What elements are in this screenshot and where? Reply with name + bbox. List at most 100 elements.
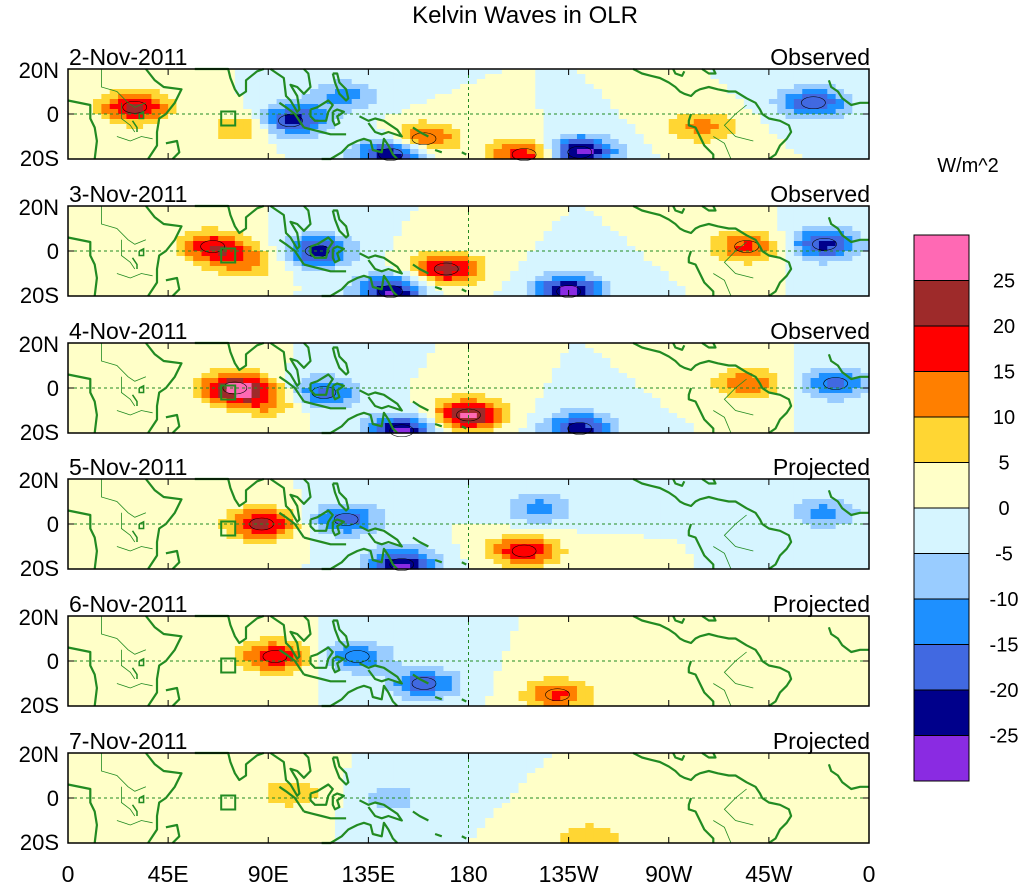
field-cell <box>852 99 862 105</box>
field-cell <box>251 79 261 85</box>
field-cell <box>276 109 286 115</box>
field-cell <box>635 154 645 160</box>
field-cell <box>560 139 570 145</box>
field-cell <box>635 139 645 145</box>
field-cell <box>401 69 411 75</box>
field-cell <box>693 363 703 369</box>
field-cell <box>276 231 286 237</box>
field-cell <box>243 211 253 217</box>
field-cell <box>226 114 236 120</box>
field-cell <box>518 256 528 262</box>
field-cell <box>535 154 545 160</box>
field-cell <box>118 241 127 247</box>
field-cell <box>218 348 228 354</box>
field-cell <box>668 119 678 125</box>
field-cell <box>526 398 536 404</box>
field-cell <box>184 154 194 160</box>
field-cell <box>451 373 461 379</box>
field-cell <box>635 79 645 85</box>
field-cell <box>852 84 862 90</box>
field-cell <box>727 104 737 110</box>
field-cell <box>385 373 394 379</box>
field-cell <box>109 388 119 394</box>
field-cell <box>576 211 586 217</box>
field-cell <box>451 408 461 414</box>
field-cell <box>84 343 94 349</box>
field-cell <box>618 139 628 145</box>
field-cell <box>209 231 219 237</box>
field-cell <box>702 104 712 110</box>
field-cell <box>652 99 661 105</box>
field-cell <box>301 104 311 110</box>
field-cell <box>126 231 136 237</box>
field-cell <box>326 231 336 237</box>
field-cell <box>309 89 319 95</box>
field-cell <box>301 368 311 374</box>
field-cell <box>693 261 703 267</box>
field-cell <box>485 271 495 277</box>
field-cell <box>201 266 211 272</box>
field-cell <box>151 378 161 384</box>
field-cell <box>193 373 203 379</box>
field-cell <box>852 94 862 100</box>
field-cell <box>818 94 828 100</box>
field-cell <box>551 383 561 389</box>
field-cell <box>251 104 261 110</box>
field-cell <box>276 246 286 252</box>
field-cell <box>660 358 670 364</box>
field-cell <box>168 388 178 394</box>
field-cell <box>134 353 144 359</box>
field-cell <box>568 378 578 384</box>
field-cell <box>218 266 228 272</box>
field-cell <box>543 291 553 297</box>
field-cell <box>643 358 653 364</box>
field-cell <box>735 358 745 364</box>
field-cell <box>368 139 378 145</box>
field-cell <box>351 211 361 217</box>
field-cell <box>652 104 661 110</box>
field-cell <box>852 211 862 217</box>
field-cell <box>702 403 712 409</box>
field-cell <box>551 149 561 155</box>
field-cell <box>576 358 586 364</box>
latitude-label: 20N <box>19 195 59 220</box>
field-cell <box>660 343 670 349</box>
field-cell <box>143 368 153 374</box>
field-cell <box>101 388 111 394</box>
field-cell <box>802 261 812 267</box>
field-cell <box>760 256 770 262</box>
field-cell <box>293 69 303 75</box>
field-cell <box>693 114 703 120</box>
field-cell <box>401 353 411 359</box>
field-cell <box>326 246 336 252</box>
field-cell <box>727 206 737 212</box>
field-cell <box>685 99 695 105</box>
field-cell <box>468 413 478 419</box>
field-cell <box>401 129 411 135</box>
field-cell <box>818 84 828 90</box>
field-cell <box>385 261 394 267</box>
field-cell <box>159 79 169 85</box>
coastline <box>331 108 345 127</box>
field-cell <box>209 398 219 404</box>
field-cell <box>793 373 803 379</box>
field-cell <box>76 89 86 95</box>
field-cell <box>385 149 394 155</box>
field-cell <box>476 388 486 394</box>
field-cell <box>193 144 203 150</box>
field-cell <box>168 398 178 404</box>
field-cell <box>685 221 695 227</box>
field-cell <box>176 251 186 257</box>
field-cell <box>768 104 778 110</box>
field-cell <box>159 154 169 160</box>
field-cell <box>318 286 328 292</box>
field-cell <box>576 99 586 105</box>
field-cell <box>460 216 470 222</box>
field-cell <box>318 413 328 419</box>
field-cell <box>635 89 645 95</box>
field-cell <box>677 221 687 227</box>
field-cell <box>718 388 728 394</box>
field-cell <box>802 358 812 364</box>
field-cell <box>76 134 86 140</box>
field-cell <box>68 281 77 287</box>
